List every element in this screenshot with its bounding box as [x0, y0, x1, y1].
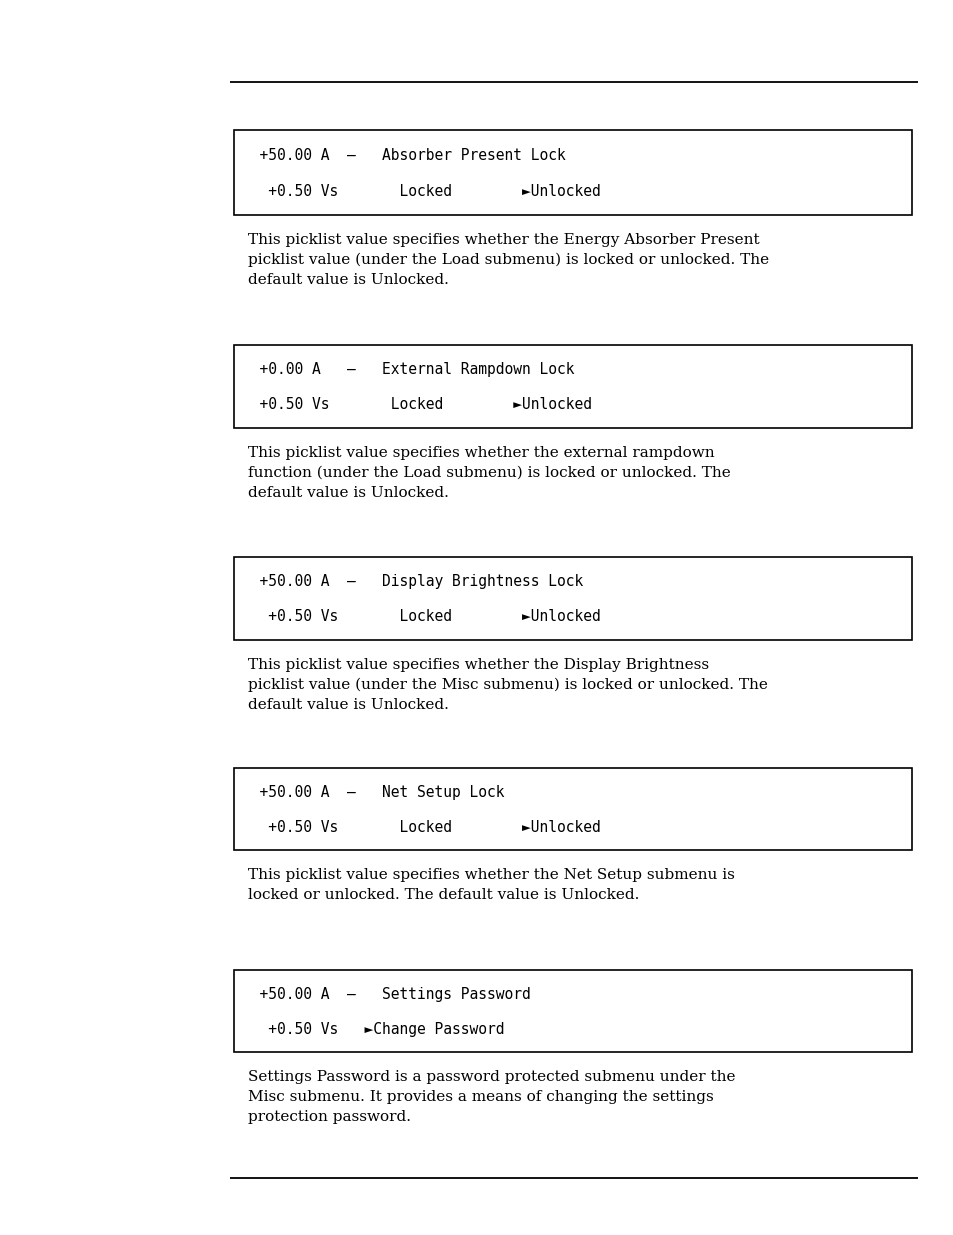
Bar	[233, 969, 911, 1052]
Text: +0.50 Vs       Locked        ►Unlocked: +0.50 Vs Locked ►Unlocked	[242, 184, 600, 199]
Text: This picklist value specifies whether the Energy Absorber Present: This picklist value specifies whether th…	[248, 233, 759, 247]
Text: picklist value (under the Load submenu) is locked or unlocked. The: picklist value (under the Load submenu) …	[248, 253, 768, 268]
Text: default value is Unlocked.: default value is Unlocked.	[248, 273, 449, 287]
Text: +0.50 Vs       Locked        ►Unlocked: +0.50 Vs Locked ►Unlocked	[242, 398, 592, 412]
Text: Settings Password is a password protected submenu under the: Settings Password is a password protecte…	[248, 1070, 735, 1084]
Text: default value is Unlocked.: default value is Unlocked.	[248, 698, 449, 713]
Text: +50.00 A  –   Net Setup Lock: +50.00 A – Net Setup Lock	[242, 785, 504, 800]
Text: +0.50 Vs       Locked        ►Unlocked: +0.50 Vs Locked ►Unlocked	[242, 609, 600, 624]
Text: function (under the Load submenu) is locked or unlocked. The: function (under the Load submenu) is loc…	[248, 466, 730, 480]
Bar	[233, 557, 911, 640]
Text: +0.50 Vs       Locked        ►Unlocked: +0.50 Vs Locked ►Unlocked	[242, 820, 600, 835]
Text: +0.00 A   –   External Rampdown Lock: +0.00 A – External Rampdown Lock	[242, 362, 574, 378]
Text: This picklist value specifies whether the Display Brightness: This picklist value specifies whether th…	[248, 658, 708, 672]
Text: This picklist value specifies whether the Net Setup submenu is: This picklist value specifies whether th…	[248, 868, 734, 882]
Text: Misc submenu. It provides a means of changing the settings: Misc submenu. It provides a means of cha…	[248, 1091, 713, 1104]
Bar	[233, 768, 911, 850]
Bar	[233, 345, 911, 429]
Text: protection password.: protection password.	[248, 1110, 411, 1124]
Text: picklist value (under the Misc submenu) is locked or unlocked. The: picklist value (under the Misc submenu) …	[248, 678, 767, 693]
Bar	[233, 130, 911, 215]
Text: +0.50 Vs   ►Change Password: +0.50 Vs ►Change Password	[242, 1021, 504, 1036]
Text: This picklist value specifies whether the external rampdown: This picklist value specifies whether th…	[248, 446, 714, 459]
Text: +50.00 A  –   Display Brightness Lock: +50.00 A – Display Brightness Lock	[242, 574, 582, 589]
Text: +50.00 A  –   Absorber Present Lock: +50.00 A – Absorber Present Lock	[242, 148, 565, 163]
Text: locked or unlocked. The default value is Unlocked.: locked or unlocked. The default value is…	[248, 888, 639, 902]
Text: +50.00 A  –   Settings Password: +50.00 A – Settings Password	[242, 987, 530, 1002]
Text: default value is Unlocked.: default value is Unlocked.	[248, 487, 449, 500]
